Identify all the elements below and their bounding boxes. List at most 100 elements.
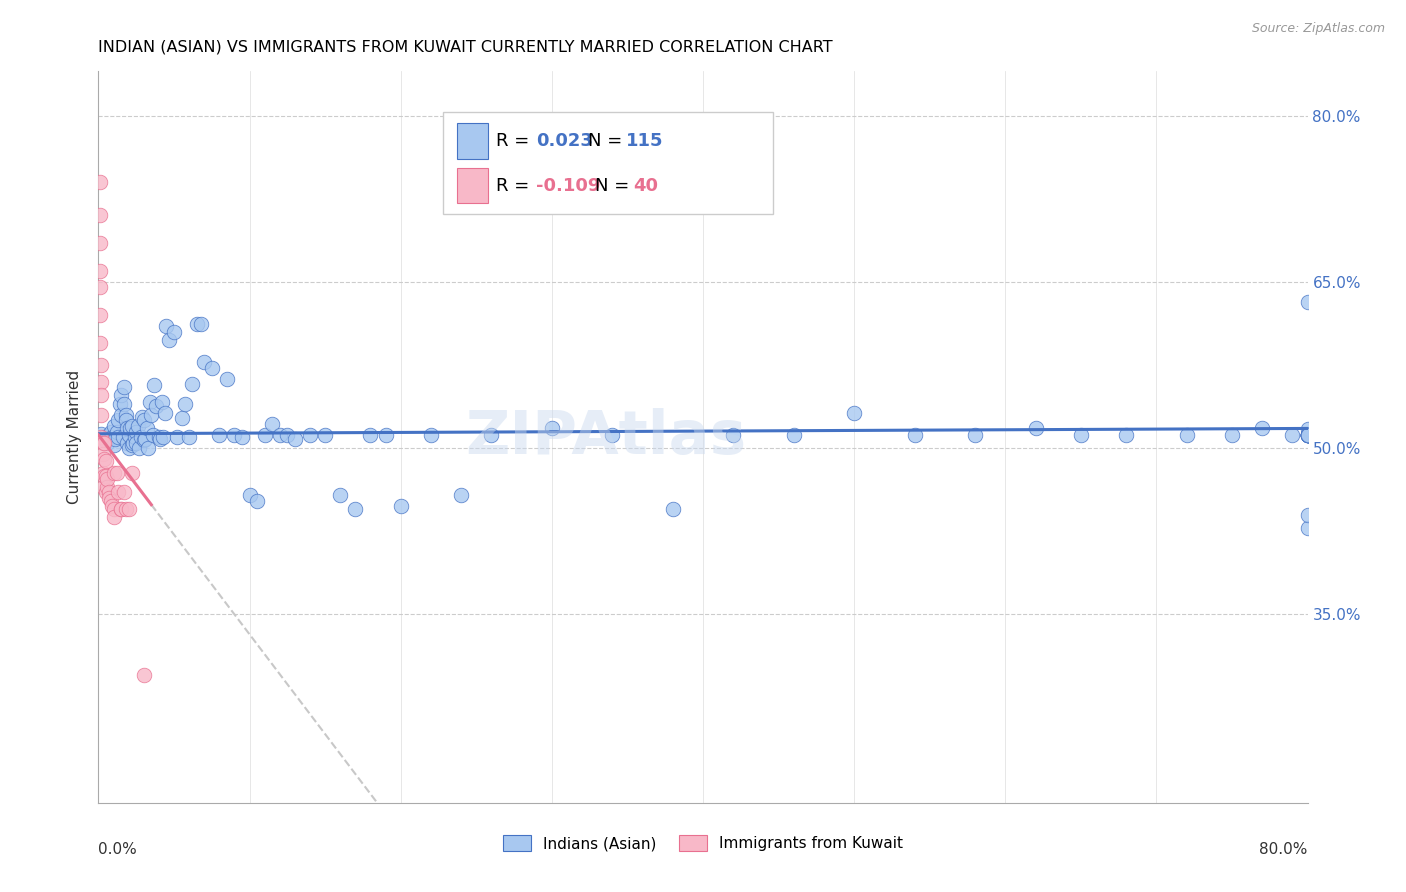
Point <box>1296 428 1319 442</box>
Point <box>125 425 148 439</box>
Point <box>173 397 195 411</box>
Point <box>96 435 118 450</box>
Point <box>170 411 193 425</box>
Point <box>132 668 155 682</box>
Point <box>1024 421 1046 435</box>
Point <box>94 468 117 483</box>
Text: R =: R = <box>496 132 536 150</box>
Point <box>101 499 124 513</box>
Point <box>100 494 122 508</box>
Point <box>329 488 352 502</box>
Text: ZIPAtlas: ZIPAtlas <box>465 408 747 467</box>
Point <box>118 441 141 455</box>
Point <box>159 333 181 347</box>
Point <box>1115 428 1137 442</box>
Point <box>89 308 111 322</box>
Point <box>1296 428 1319 442</box>
Point <box>602 428 624 442</box>
Point <box>96 480 118 494</box>
Point <box>105 466 128 480</box>
Point <box>1296 428 1319 442</box>
Point <box>120 421 142 435</box>
Point <box>89 280 111 294</box>
Point <box>89 335 111 350</box>
Point <box>389 499 412 513</box>
Text: R =: R = <box>496 177 536 194</box>
Text: 0.023: 0.023 <box>536 132 592 150</box>
Point <box>90 426 112 441</box>
Text: 0.0%: 0.0% <box>98 841 138 856</box>
Point <box>94 454 117 468</box>
Point <box>90 408 112 422</box>
Point <box>90 358 112 372</box>
Point <box>132 434 155 448</box>
Point <box>1296 428 1319 442</box>
Point <box>91 480 114 494</box>
Point <box>91 466 114 480</box>
Point <box>181 376 204 391</box>
Point <box>269 428 291 442</box>
Point <box>208 428 231 442</box>
Point <box>100 425 122 439</box>
Point <box>201 361 224 376</box>
Point <box>104 432 127 446</box>
Point <box>723 428 745 442</box>
Text: INDIAN (ASIAN) VS IMMIGRANTS FROM KUWAIT CURRENTLY MARRIED CORRELATION CHART: INDIAN (ASIAN) VS IMMIGRANTS FROM KUWAIT… <box>98 40 832 55</box>
Point <box>112 380 135 394</box>
Point <box>98 491 121 505</box>
Point <box>186 317 208 331</box>
Point <box>122 435 145 450</box>
Point <box>1296 508 1319 522</box>
Point <box>124 430 146 444</box>
Point <box>115 421 138 435</box>
Point <box>105 425 128 439</box>
Point <box>193 355 215 369</box>
Legend: Indians (Asian), Immigrants from Kuwait: Indians (Asian), Immigrants from Kuwait <box>496 830 910 857</box>
Point <box>114 408 136 422</box>
Text: 80.0%: 80.0% <box>1260 841 1308 856</box>
Point <box>360 428 382 442</box>
Point <box>1296 521 1319 535</box>
Point <box>103 502 125 516</box>
Point <box>1296 428 1319 442</box>
Point <box>107 430 129 444</box>
Point <box>299 428 322 442</box>
Point <box>224 428 246 442</box>
Point <box>783 428 806 442</box>
Point <box>163 325 186 339</box>
Point <box>114 413 136 427</box>
Point <box>135 421 157 435</box>
Point <box>125 435 148 450</box>
Point <box>110 502 132 516</box>
Point <box>149 432 172 446</box>
Point <box>93 452 115 467</box>
Point <box>131 410 153 425</box>
Point <box>91 435 114 450</box>
Point <box>276 428 298 442</box>
Point <box>93 435 115 450</box>
Point <box>139 394 162 409</box>
Point <box>450 488 472 502</box>
Point <box>1070 428 1092 442</box>
Text: 40: 40 <box>633 177 658 194</box>
Text: N =: N = <box>595 177 634 194</box>
Point <box>1296 428 1319 442</box>
Point <box>127 419 149 434</box>
Point <box>150 394 173 409</box>
Point <box>374 428 396 442</box>
Point <box>107 485 129 500</box>
Point <box>118 502 141 516</box>
Point <box>90 375 112 389</box>
Point <box>965 428 987 442</box>
Point <box>136 441 159 455</box>
Point <box>134 432 156 446</box>
Point <box>153 406 176 420</box>
Point <box>215 372 238 386</box>
Point <box>1281 428 1303 442</box>
Point <box>166 430 188 444</box>
Point <box>284 432 307 446</box>
Point <box>661 502 683 516</box>
Point <box>253 428 276 442</box>
Point <box>344 502 367 516</box>
Point <box>179 430 201 444</box>
